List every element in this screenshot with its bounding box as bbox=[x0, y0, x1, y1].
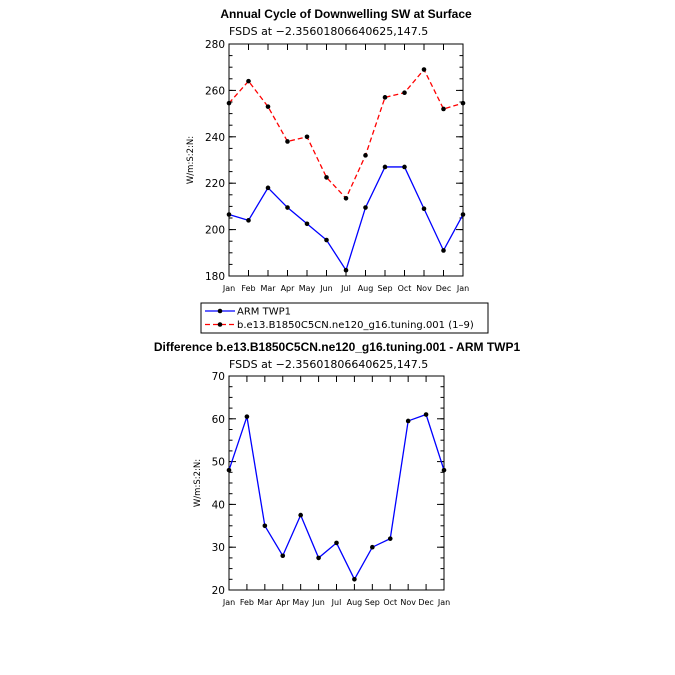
y-tick-label: 260 bbox=[205, 85, 225, 97]
series-line-2 bbox=[228, 68, 464, 200]
data-point bbox=[352, 577, 357, 582]
data-point bbox=[265, 104, 271, 109]
y-tick-label: 220 bbox=[205, 178, 225, 190]
legend-swatch-marker bbox=[217, 322, 223, 327]
data-point bbox=[405, 418, 411, 424]
data-point bbox=[363, 205, 368, 210]
data-point bbox=[246, 78, 251, 84]
data-point bbox=[324, 175, 329, 180]
data-point bbox=[343, 267, 349, 273]
data-point bbox=[441, 106, 446, 112]
x-tick-label: May bbox=[299, 284, 316, 293]
data-point bbox=[265, 185, 271, 191]
y-tick-label: 280 bbox=[205, 39, 225, 51]
data-point bbox=[285, 139, 290, 144]
x-tick-label: Mar bbox=[257, 598, 273, 607]
series-line-1 bbox=[228, 166, 464, 272]
y-tick-label: 200 bbox=[205, 225, 225, 237]
x-tick-label: Oct bbox=[398, 284, 412, 293]
chart-title: Difference b.e13.B1850C5CN.ne120_g16.tun… bbox=[154, 340, 521, 354]
data-point bbox=[262, 523, 268, 529]
series-line-1 bbox=[228, 413, 445, 581]
data-point bbox=[423, 412, 429, 417]
data-point bbox=[441, 248, 446, 253]
data-point bbox=[316, 555, 321, 561]
plot-frame bbox=[228, 375, 445, 591]
chart-subtitle: FSDS at −2.35601806640625,147.5 bbox=[229, 358, 428, 371]
x-tick-label: Aug bbox=[347, 598, 363, 607]
x-tick-label: Dec bbox=[436, 284, 451, 293]
data-point bbox=[244, 414, 250, 419]
x-tick-label: Nov bbox=[400, 598, 416, 607]
data-point bbox=[460, 212, 466, 217]
y-tick-label: 240 bbox=[205, 132, 225, 144]
x-tick-label: Feb bbox=[241, 284, 255, 293]
data-point bbox=[370, 544, 375, 550]
data-point bbox=[226, 212, 232, 217]
x-tick-label: Apr bbox=[276, 598, 291, 607]
data-point bbox=[304, 221, 310, 227]
x-tick-label: Jan bbox=[222, 284, 235, 293]
x-tick-label: Dec bbox=[418, 598, 433, 607]
x-tick-label: Feb bbox=[240, 598, 254, 607]
legend-entry: b.e13.B1850C5CN.ne120_g16.tuning.001 (1–… bbox=[237, 320, 474, 331]
data-point bbox=[382, 164, 388, 170]
data-point bbox=[324, 237, 329, 243]
legend-swatch-marker bbox=[217, 308, 223, 314]
x-tick-label: Jan bbox=[437, 598, 450, 607]
y-tick-label: 70 bbox=[212, 371, 225, 383]
y-axis-label: W/m:S:2:N: bbox=[193, 459, 203, 507]
x-tick-label: Nov bbox=[416, 284, 432, 293]
chart-1: Annual Cycle of Downwelling SW at Surfac… bbox=[186, 7, 489, 334]
x-tick-label: Jan bbox=[222, 598, 235, 607]
data-point bbox=[298, 512, 303, 518]
chart-2: Difference b.e13.B1850C5CN.ne120_g16.tun… bbox=[154, 340, 521, 607]
x-tick-label: Jun bbox=[319, 284, 333, 293]
legend-entry: ARM TWP1 bbox=[237, 307, 291, 318]
data-point bbox=[382, 95, 388, 100]
y-tick-label: 20 bbox=[212, 585, 225, 597]
data-point bbox=[334, 540, 339, 546]
x-tick-label: Mar bbox=[260, 284, 276, 293]
data-point bbox=[441, 467, 447, 473]
data-point bbox=[402, 90, 407, 96]
chart-title: Annual Cycle of Downwelling SW at Surfac… bbox=[220, 7, 472, 21]
data-point bbox=[402, 164, 407, 170]
x-tick-label: Jun bbox=[311, 598, 325, 607]
y-tick-label: 180 bbox=[205, 271, 225, 283]
data-point bbox=[280, 553, 286, 559]
x-tick-label: May bbox=[292, 598, 309, 607]
data-point bbox=[304, 134, 310, 140]
data-point bbox=[387, 536, 393, 541]
data-point bbox=[343, 195, 349, 201]
data-point bbox=[421, 67, 427, 72]
x-tick-label: Jul bbox=[331, 598, 342, 607]
data-point bbox=[460, 100, 466, 106]
y-axis-label: W/m:S:2:N: bbox=[186, 136, 196, 184]
data-point bbox=[226, 467, 232, 473]
legend-box bbox=[200, 302, 489, 334]
data-point bbox=[246, 218, 251, 223]
y-tick-label: 60 bbox=[212, 414, 225, 426]
data-point bbox=[363, 153, 368, 158]
x-tick-label: Sep bbox=[365, 598, 380, 607]
data-point bbox=[226, 100, 232, 106]
x-tick-label: Jul bbox=[340, 284, 351, 293]
x-tick-label: Aug bbox=[358, 284, 374, 293]
y-tick-label: 40 bbox=[212, 499, 225, 511]
y-tick-label: 30 bbox=[212, 542, 225, 554]
data-point bbox=[421, 206, 427, 212]
x-tick-label: Apr bbox=[281, 284, 296, 293]
y-tick-label: 50 bbox=[212, 457, 225, 469]
data-point bbox=[285, 205, 290, 210]
x-tick-label: Sep bbox=[377, 284, 392, 293]
chart-subtitle: FSDS at −2.35601806640625,147.5 bbox=[229, 25, 428, 38]
x-tick-label: Oct bbox=[383, 598, 397, 607]
x-tick-label: Jan bbox=[456, 284, 469, 293]
